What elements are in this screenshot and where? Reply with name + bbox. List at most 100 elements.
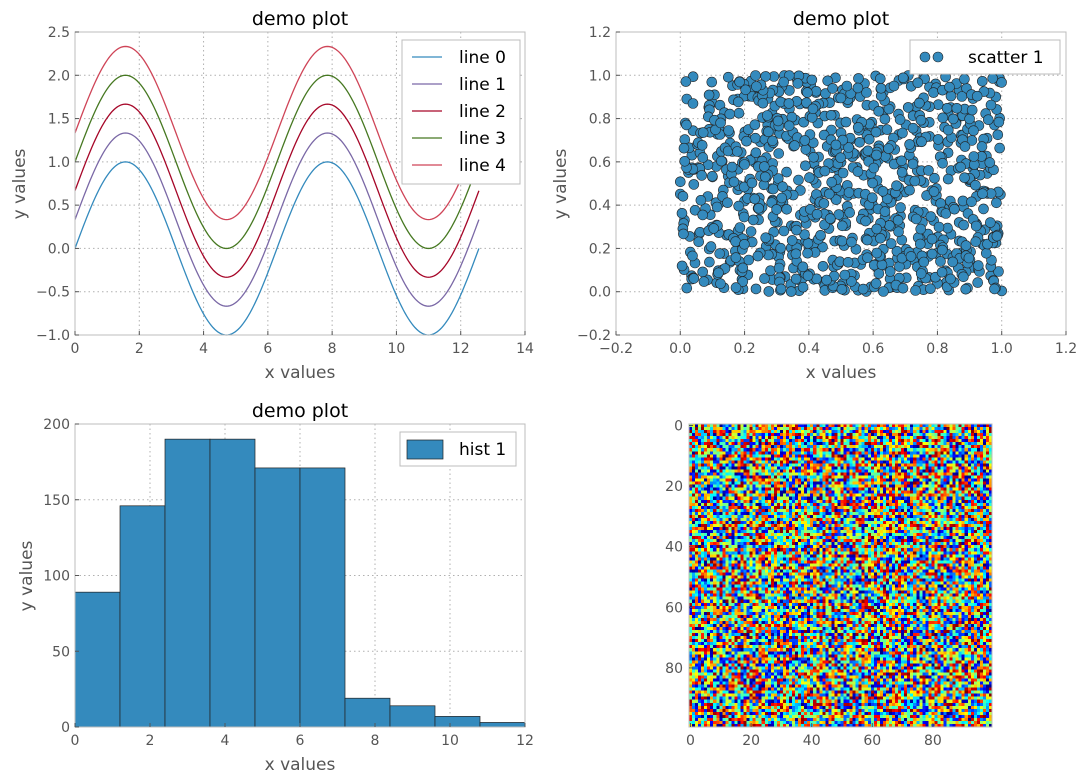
scatter-point (767, 183, 779, 195)
scatter-point (815, 230, 826, 241)
scatter-point (734, 222, 746, 233)
scatter-point (868, 162, 880, 174)
scatter-point (862, 252, 873, 264)
scatter-point (752, 250, 764, 262)
scatter-point (852, 166, 864, 177)
line-plot-legend-box (401, 39, 521, 185)
scatter-point (697, 152, 709, 163)
heatmap-xtick-label: 60 (863, 733, 881, 749)
line-plot-ticks: 0 2 4 6 8 10 12 14 −1.0 −0.5 0.0 0.5 1.0 1.5 2.0 2.5 (36, 25, 534, 357)
scatter-point (705, 241, 717, 252)
scatter-point (822, 75, 834, 87)
scatter-point (789, 140, 800, 151)
scatter-point (696, 170, 708, 181)
scatter-point (762, 126, 774, 138)
scatter-point (708, 223, 720, 234)
scatter-point (964, 113, 975, 125)
line-plot-ylabel: y values (10, 148, 30, 219)
scatter-point (928, 87, 939, 98)
scatter-point (757, 97, 769, 109)
scatter-point (875, 83, 887, 94)
scatter-point (783, 120, 795, 132)
scatter-point (761, 110, 773, 121)
scatter-point (737, 262, 749, 274)
scatter-point (893, 226, 904, 237)
scatter-point (947, 256, 959, 268)
scatter-point (984, 157, 996, 168)
scatter-point (873, 106, 885, 117)
scatter-point (897, 127, 908, 139)
scatter-plot-ylabel: y values (551, 148, 571, 219)
scatter-point (706, 76, 718, 88)
scatter-point (726, 161, 738, 173)
histogram-plot-xtick-label: 10 (441, 733, 459, 749)
scatter-plot-ytick-label: −0.2 (577, 328, 611, 344)
scatter-point (977, 188, 988, 199)
histogram-plot-xtick-label: 4 (221, 733, 230, 749)
line-plot-ytick-label: 0.0 (48, 241, 70, 257)
legend-label-line-1: line 1 (459, 75, 506, 95)
line-plot-ytick-label: 1.0 (48, 155, 70, 171)
series-line-4 (74, 45, 480, 221)
scatter-point (945, 90, 957, 102)
scatter-point (891, 180, 902, 191)
scatter-point (833, 209, 845, 220)
heatmap-plot: 0 20 40 60 80 0 20 40 60 80 (665, 419, 993, 749)
scatter-point (960, 240, 972, 251)
scatter-point (841, 80, 853, 92)
heatmap-xtick-label: 40 (803, 733, 821, 749)
scatter-point (751, 81, 762, 92)
scatter-point (972, 260, 984, 271)
scatter-point (915, 114, 927, 126)
scatter-point (958, 271, 969, 283)
scatter-point (758, 161, 770, 172)
scatter-point (697, 209, 709, 221)
scatter-point (862, 145, 874, 157)
scatter-point (846, 276, 857, 287)
scatter-point (786, 235, 798, 246)
line-plot: 0 2 4 6 8 10 12 14 −1.0 −0.5 0.0 0.5 1.0 1.5 2.0 2.5 de… (10, 8, 534, 383)
scatter-point (792, 78, 804, 89)
scatter-point (896, 167, 908, 178)
scatter-point (932, 134, 944, 145)
scatter-point (807, 103, 819, 115)
scatter-point (987, 73, 999, 84)
scatter-point (733, 107, 745, 119)
histogram-plot-ytick-label: 200 (43, 417, 70, 433)
scatter-point (955, 161, 966, 173)
scatter-point (853, 73, 864, 84)
heatmap-ytick-label: 60 (665, 600, 683, 616)
scatter-point (793, 174, 804, 186)
legend-marker-scatter-b (932, 51, 944, 63)
scatter-point (992, 129, 1004, 141)
scatter-point (910, 285, 921, 296)
histogram-plot-ytick-label: 100 (43, 569, 70, 585)
line-plot-xtick-label: 14 (516, 341, 534, 357)
scatter-point (929, 172, 940, 184)
heatmap-ytick-label: 20 (665, 479, 683, 495)
line-plot-xtick-label: 6 (263, 341, 272, 357)
scatter-point (740, 84, 751, 96)
scatter-point (778, 76, 790, 88)
scatter-point (791, 224, 802, 236)
scatter-point (915, 268, 927, 279)
hist-bar (389, 705, 436, 728)
heatmap-ytick-label: 80 (665, 661, 683, 677)
scatter-point (976, 141, 988, 152)
scatter-point (739, 159, 750, 170)
scatter-point (696, 140, 708, 151)
scatter-point (679, 156, 691, 167)
scatter-point (870, 278, 882, 289)
line-plot-xtick-label: 12 (452, 341, 470, 357)
scatter-point (734, 76, 745, 88)
histogram-plot: 0 2 4 6 8 10 12 0 50 100 150 200 demo plot x values… (17, 400, 534, 775)
scatter-point (687, 98, 699, 109)
scatter-point (884, 266, 896, 277)
scatter-point (928, 186, 940, 197)
scatter-point (926, 248, 938, 260)
scatter-point (763, 286, 775, 297)
line-plot-xtick-label: 2 (135, 341, 144, 357)
legend-swatch-hist (406, 439, 444, 460)
scatter-point (956, 91, 968, 102)
scatter-point (759, 171, 771, 183)
